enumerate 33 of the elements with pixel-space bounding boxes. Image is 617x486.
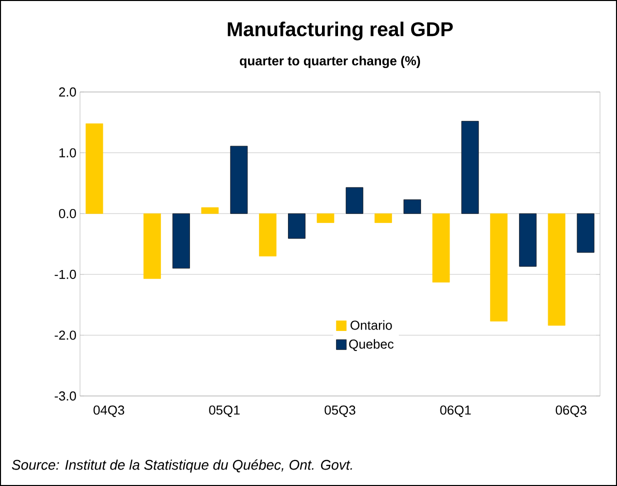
y-tick-label: -3.0 xyxy=(54,391,76,401)
source-note: Source: Institut de la Statistique du Québec, Ont. Govt. xyxy=(12,459,352,473)
bar xyxy=(374,213,392,223)
y-tick-label: 0.0 xyxy=(58,209,76,218)
x-tick-label: 06Q1 xyxy=(440,406,471,417)
x-tick-label: 04Q3 xyxy=(94,406,124,417)
bar xyxy=(259,213,276,256)
legend-label: Ontario xyxy=(350,320,392,330)
y-tick-label: 2.0 xyxy=(59,87,76,97)
y-tick-label: 1.0 xyxy=(59,148,76,158)
chart-subtitle: quarter to quarter change (%) xyxy=(240,56,420,68)
y-tick-label: -1.0 xyxy=(54,270,76,279)
x-tick-label: 06Q3 xyxy=(556,406,586,417)
bar xyxy=(461,120,479,214)
bar xyxy=(519,213,537,267)
chart-title: Manufacturing real GDP xyxy=(228,22,453,40)
bar xyxy=(143,213,161,279)
bar xyxy=(201,207,219,214)
x-tick-label: 05Q1 xyxy=(209,406,240,417)
bar xyxy=(230,146,248,214)
y-tick-label: -2.0 xyxy=(54,330,76,340)
bar xyxy=(316,213,334,223)
bar xyxy=(490,213,508,322)
bar xyxy=(404,199,421,214)
bar xyxy=(172,213,190,269)
bar xyxy=(548,213,566,326)
legend-label: Quebec xyxy=(349,339,394,352)
bar xyxy=(576,213,594,253)
bar xyxy=(288,213,306,239)
bar xyxy=(86,123,104,214)
bar xyxy=(346,187,364,214)
bar xyxy=(432,213,450,282)
x-tick-label: 05Q3 xyxy=(324,406,356,417)
